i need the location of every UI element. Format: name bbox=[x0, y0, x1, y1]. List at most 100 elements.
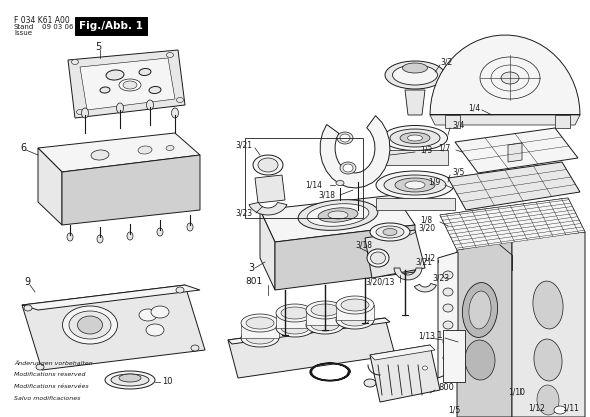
Ellipse shape bbox=[443, 321, 453, 329]
Ellipse shape bbox=[501, 72, 519, 84]
Ellipse shape bbox=[405, 181, 425, 189]
Text: Modifications reserved: Modifications reserved bbox=[14, 372, 86, 377]
Ellipse shape bbox=[97, 235, 103, 243]
Ellipse shape bbox=[443, 338, 453, 346]
Polygon shape bbox=[38, 148, 62, 225]
Ellipse shape bbox=[276, 319, 314, 337]
Polygon shape bbox=[228, 318, 390, 344]
Ellipse shape bbox=[81, 108, 88, 118]
Text: 1/12: 1/12 bbox=[528, 404, 545, 412]
Polygon shape bbox=[255, 175, 285, 203]
Polygon shape bbox=[508, 143, 522, 162]
Bar bbox=[443, 330, 465, 382]
Text: 3/23: 3/23 bbox=[432, 274, 449, 282]
Ellipse shape bbox=[172, 108, 179, 118]
Polygon shape bbox=[275, 225, 415, 290]
Text: Salvo modificaciones: Salvo modificaciones bbox=[14, 396, 80, 401]
Text: 1/10: 1/10 bbox=[508, 387, 525, 397]
Text: 3/18: 3/18 bbox=[355, 241, 372, 249]
Ellipse shape bbox=[370, 223, 410, 241]
Ellipse shape bbox=[258, 158, 278, 172]
Ellipse shape bbox=[382, 126, 447, 151]
Ellipse shape bbox=[306, 301, 344, 319]
Ellipse shape bbox=[176, 98, 183, 103]
Ellipse shape bbox=[463, 283, 497, 337]
Ellipse shape bbox=[336, 181, 344, 186]
Text: 1/11: 1/11 bbox=[562, 404, 579, 412]
Ellipse shape bbox=[149, 86, 161, 93]
Polygon shape bbox=[260, 195, 415, 242]
Text: 1/2: 1/2 bbox=[423, 254, 435, 262]
Ellipse shape bbox=[241, 314, 279, 332]
Text: 1/4: 1/4 bbox=[468, 103, 480, 113]
Text: 801: 801 bbox=[245, 277, 262, 286]
Ellipse shape bbox=[341, 314, 369, 326]
Ellipse shape bbox=[191, 345, 199, 351]
Ellipse shape bbox=[63, 306, 117, 344]
Text: 800: 800 bbox=[438, 384, 454, 392]
Ellipse shape bbox=[422, 366, 428, 370]
Polygon shape bbox=[306, 310, 344, 325]
Polygon shape bbox=[276, 313, 314, 328]
Polygon shape bbox=[430, 35, 580, 115]
Polygon shape bbox=[394, 268, 422, 280]
Ellipse shape bbox=[276, 304, 314, 322]
Polygon shape bbox=[440, 198, 585, 250]
Ellipse shape bbox=[340, 162, 356, 174]
Text: 1/3: 1/3 bbox=[420, 146, 432, 155]
Ellipse shape bbox=[151, 306, 169, 318]
Ellipse shape bbox=[106, 70, 124, 80]
Ellipse shape bbox=[166, 146, 174, 151]
Ellipse shape bbox=[91, 150, 109, 160]
Polygon shape bbox=[445, 115, 460, 128]
Polygon shape bbox=[80, 58, 175, 110]
Bar bbox=[245, 138, 363, 218]
Text: 3: 3 bbox=[248, 263, 254, 273]
Polygon shape bbox=[438, 252, 458, 378]
Ellipse shape bbox=[77, 316, 103, 334]
Ellipse shape bbox=[384, 175, 446, 195]
Text: Issue: Issue bbox=[14, 30, 32, 36]
Ellipse shape bbox=[281, 322, 309, 334]
Polygon shape bbox=[260, 210, 275, 290]
Ellipse shape bbox=[533, 281, 563, 329]
Polygon shape bbox=[370, 345, 435, 360]
Ellipse shape bbox=[146, 100, 153, 110]
Ellipse shape bbox=[395, 178, 435, 192]
Text: 1/13: 1/13 bbox=[418, 332, 435, 341]
Ellipse shape bbox=[127, 232, 133, 240]
Polygon shape bbox=[376, 198, 455, 210]
Polygon shape bbox=[440, 198, 585, 250]
Polygon shape bbox=[383, 150, 448, 165]
Ellipse shape bbox=[100, 87, 110, 93]
Ellipse shape bbox=[69, 311, 111, 339]
Polygon shape bbox=[448, 162, 580, 210]
Ellipse shape bbox=[246, 317, 274, 329]
Ellipse shape bbox=[67, 233, 73, 241]
Text: 3/23: 3/23 bbox=[235, 208, 252, 218]
Text: 3/20: 3/20 bbox=[418, 224, 435, 233]
Polygon shape bbox=[512, 232, 585, 417]
Ellipse shape bbox=[318, 208, 358, 222]
Polygon shape bbox=[457, 240, 512, 417]
Ellipse shape bbox=[340, 134, 350, 142]
Ellipse shape bbox=[71, 60, 78, 65]
Ellipse shape bbox=[443, 354, 453, 362]
Ellipse shape bbox=[111, 374, 149, 386]
Text: 3/18: 3/18 bbox=[318, 191, 335, 199]
Ellipse shape bbox=[166, 53, 173, 58]
Ellipse shape bbox=[367, 249, 389, 267]
Ellipse shape bbox=[253, 155, 283, 175]
Ellipse shape bbox=[119, 374, 141, 382]
Ellipse shape bbox=[105, 371, 155, 389]
Text: 3/20/13: 3/20/13 bbox=[365, 277, 394, 286]
Ellipse shape bbox=[376, 226, 404, 238]
Polygon shape bbox=[414, 284, 437, 292]
Text: 1/7: 1/7 bbox=[438, 143, 450, 153]
Ellipse shape bbox=[554, 406, 566, 414]
Ellipse shape bbox=[400, 133, 430, 143]
Ellipse shape bbox=[311, 304, 339, 316]
Ellipse shape bbox=[443, 288, 453, 296]
Text: 1/9: 1/9 bbox=[428, 178, 440, 186]
Ellipse shape bbox=[443, 271, 453, 279]
